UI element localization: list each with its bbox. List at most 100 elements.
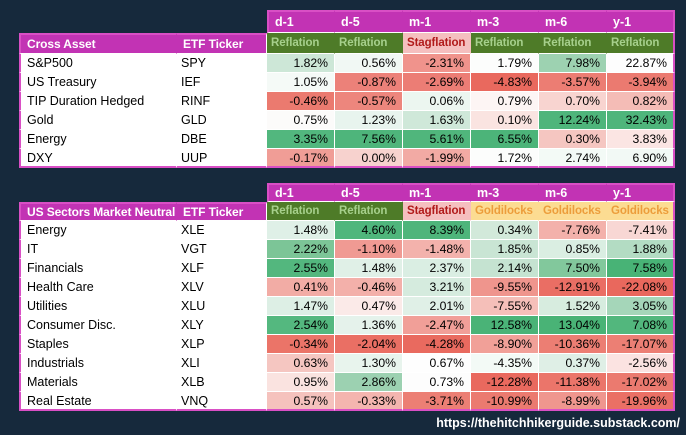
ticker-cell: IEF — [177, 73, 267, 92]
value-cell: 1.05% — [267, 73, 335, 92]
regime-label-goldilocks: Goldilocks — [607, 202, 675, 221]
ticker-cell: XLF — [177, 259, 267, 278]
row-label: Real Estate — [19, 392, 177, 411]
value-cell: 2.01% — [403, 297, 471, 316]
value-cell: 0.70% — [539, 92, 607, 111]
value-cell: -0.57% — [335, 92, 403, 111]
value-cell: -3.57% — [539, 73, 607, 92]
value-cell: 8.39% — [403, 221, 471, 240]
ticker-cell: XLY — [177, 316, 267, 335]
value-cell: 12.24% — [539, 111, 607, 130]
row-label: S&P500 — [19, 54, 177, 73]
value-cell: -10.36% — [539, 335, 607, 354]
value-cell: 0.37% — [539, 354, 607, 373]
period-header-m-6: m-6 — [539, 10, 607, 33]
value-cell: 1.30% — [335, 354, 403, 373]
value-cell: -17.02% — [607, 373, 675, 392]
row-label: TIP Duration Hedged — [19, 92, 177, 111]
row-label: DXY — [19, 149, 177, 168]
us-sectors-market-neutral-table: d-1 d-5 m-1 m-3 m-6 y-1 US Sectors Market Neut… — [19, 183, 675, 411]
value-cell: 0.82% — [607, 92, 675, 111]
value-cell: 3.83% — [607, 130, 675, 149]
value-cell: -1.10% — [335, 240, 403, 259]
value-cell: 1.48% — [267, 221, 335, 240]
value-cell: 6.90% — [607, 149, 675, 168]
ticker-cell: XLB — [177, 373, 267, 392]
row-label: Consumer Disc. — [19, 316, 177, 335]
value-cell: 2.37% — [403, 259, 471, 278]
regime-label-reflation: Reflation — [335, 33, 403, 54]
value-cell: 0.63% — [267, 354, 335, 373]
value-cell: -12.91% — [539, 278, 607, 297]
value-cell: 7.56% — [335, 130, 403, 149]
ticker-column-header: ETF Ticker — [177, 202, 267, 221]
period-header-y-1: y-1 — [607, 10, 675, 33]
value-cell: 32.43% — [607, 111, 675, 130]
value-cell: -2.47% — [403, 316, 471, 335]
value-cell: 1.82% — [267, 54, 335, 73]
ticker-cell: XLU — [177, 297, 267, 316]
value-cell: -3.94% — [607, 73, 675, 92]
value-cell: 0.95% — [267, 373, 335, 392]
value-cell: -4.83% — [471, 73, 539, 92]
value-cell: 2.22% — [267, 240, 335, 259]
row-label: Staples — [19, 335, 177, 354]
ticker-cell: DBE — [177, 130, 267, 149]
regime-label-stagflation: Stagflation — [403, 202, 471, 221]
value-cell: 1.88% — [607, 240, 675, 259]
ticker-cell: RINF — [177, 92, 267, 111]
value-cell: 1.85% — [471, 240, 539, 259]
value-cell: 22.87% — [607, 54, 675, 73]
table-corner-spacer — [19, 183, 267, 202]
regime-label-reflation: Reflation — [539, 33, 607, 54]
ticker-cell: VNQ — [177, 392, 267, 411]
value-cell: 0.30% — [539, 130, 607, 149]
period-header-d-1: d-1 — [267, 183, 335, 202]
row-label: Energy — [19, 130, 177, 149]
value-cell: 2.14% — [471, 259, 539, 278]
value-cell: -7.76% — [539, 221, 607, 240]
value-cell: -0.34% — [267, 335, 335, 354]
value-cell: 12.58% — [471, 316, 539, 335]
ticker-cell: XLE — [177, 221, 267, 240]
value-cell: 1.72% — [471, 149, 539, 168]
row-label: Health Care — [19, 278, 177, 297]
value-cell: 1.79% — [471, 54, 539, 73]
value-cell: 0.67% — [403, 354, 471, 373]
value-cell: 0.57% — [267, 392, 335, 411]
value-cell: 2.54% — [267, 316, 335, 335]
regime-label-reflation: Reflation — [267, 33, 335, 54]
value-cell: 1.36% — [335, 316, 403, 335]
value-cell: -19.96% — [607, 392, 675, 411]
period-header-m-1: m-1 — [403, 183, 471, 202]
period-header-m-1: m-1 — [403, 10, 471, 33]
period-header-m-6: m-6 — [539, 183, 607, 202]
value-cell: -4.28% — [403, 335, 471, 354]
value-cell: 6.55% — [471, 130, 539, 149]
value-cell: -1.99% — [403, 149, 471, 168]
value-cell: -7.41% — [607, 221, 675, 240]
row-label: Energy — [19, 221, 177, 240]
value-cell: -4.35% — [471, 354, 539, 373]
value-cell: -7.55% — [471, 297, 539, 316]
value-cell: -12.28% — [471, 373, 539, 392]
value-cell: -9.55% — [471, 278, 539, 297]
ticker-cell: XLV — [177, 278, 267, 297]
value-cell: 1.63% — [403, 111, 471, 130]
value-cell: 2.86% — [335, 373, 403, 392]
period-header-d-5: d-5 — [335, 183, 403, 202]
value-cell: -22.08% — [607, 278, 675, 297]
value-cell: 0.85% — [539, 240, 607, 259]
period-header-m-3: m-3 — [471, 183, 539, 202]
value-cell: 5.61% — [403, 130, 471, 149]
value-cell: 13.04% — [539, 316, 607, 335]
value-cell: 0.10% — [471, 111, 539, 130]
value-cell: 1.48% — [335, 259, 403, 278]
value-cell: -17.07% — [607, 335, 675, 354]
value-cell: -0.46% — [267, 92, 335, 111]
regime-label-reflation: Reflation — [607, 33, 675, 54]
value-cell: -1.48% — [403, 240, 471, 259]
footer-url[interactable]: https://thehitchhikerguide.substack.com/ — [436, 416, 680, 430]
value-cell: 0.06% — [403, 92, 471, 111]
period-header-y-1: y-1 — [607, 183, 675, 202]
